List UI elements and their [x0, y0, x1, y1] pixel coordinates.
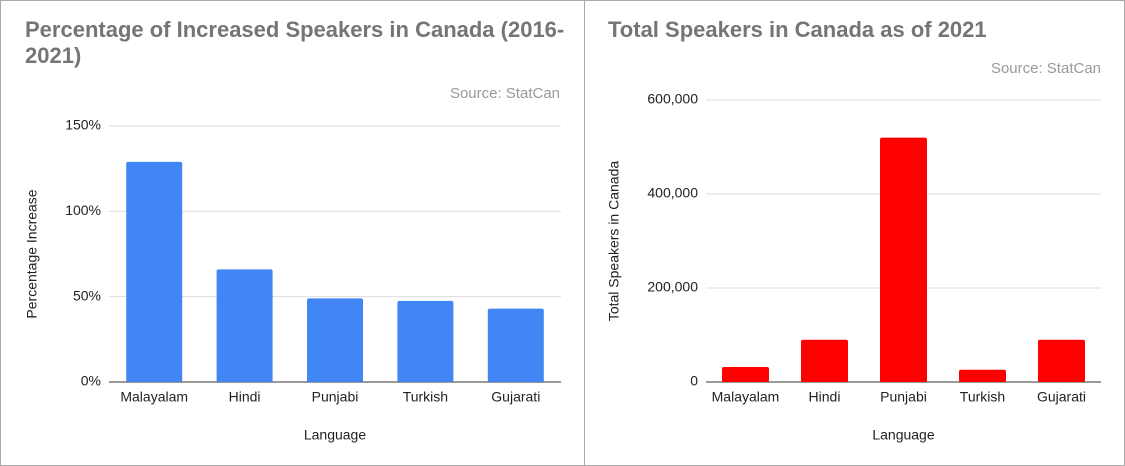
y-tick-label: 400,000	[647, 185, 698, 201]
x-tick-label: Punjabi	[312, 389, 359, 405]
x-tick-label: Hindi	[229, 389, 261, 405]
bar	[722, 366, 769, 382]
x-tick-label: Punjabi	[880, 389, 927, 405]
y-axis-label: Percentage Increase	[24, 189, 40, 318]
bar	[126, 161, 183, 382]
bar	[397, 300, 454, 382]
y-tick-label: 0	[690, 373, 698, 389]
bar	[487, 308, 544, 382]
y-tick-label: 150%	[65, 117, 101, 133]
y-tick-label: 100%	[65, 202, 101, 218]
x-tick-label: Turkish	[403, 389, 448, 405]
x-tick-label: Gujarati	[491, 389, 540, 405]
bar	[801, 339, 848, 382]
bar	[307, 298, 363, 382]
x-tick-label: Turkish	[960, 389, 1005, 405]
y-tick-label: 50%	[73, 287, 101, 303]
x-axis-label: Language	[304, 427, 367, 443]
x-axis-label: Language	[872, 427, 935, 443]
x-tick-label: Hindi	[809, 389, 841, 405]
y-tick-label: 0%	[81, 373, 101, 389]
x-tick-label: Gujarati	[1037, 389, 1086, 405]
bar	[1038, 339, 1085, 382]
divider	[584, 1, 585, 465]
bar	[959, 369, 1006, 382]
chart-title: Total Speakers in Canada as of 2021	[608, 17, 987, 42]
bar	[880, 137, 927, 382]
chart-title: Percentage of Increased Speakers in Cana…	[25, 17, 565, 68]
bar	[216, 269, 273, 382]
y-tick-label: 600,000	[647, 91, 698, 107]
chart-subtitle: Source: StatCan	[449, 85, 560, 102]
x-tick-label: Malayalam	[120, 389, 188, 405]
chart-subtitle: Source: StatCan	[990, 60, 1101, 77]
x-tick-label: Malayalam	[712, 389, 780, 405]
y-axis-label: Total Speakers in Canada	[606, 161, 622, 322]
y-tick-label: 200,000	[647, 279, 698, 295]
